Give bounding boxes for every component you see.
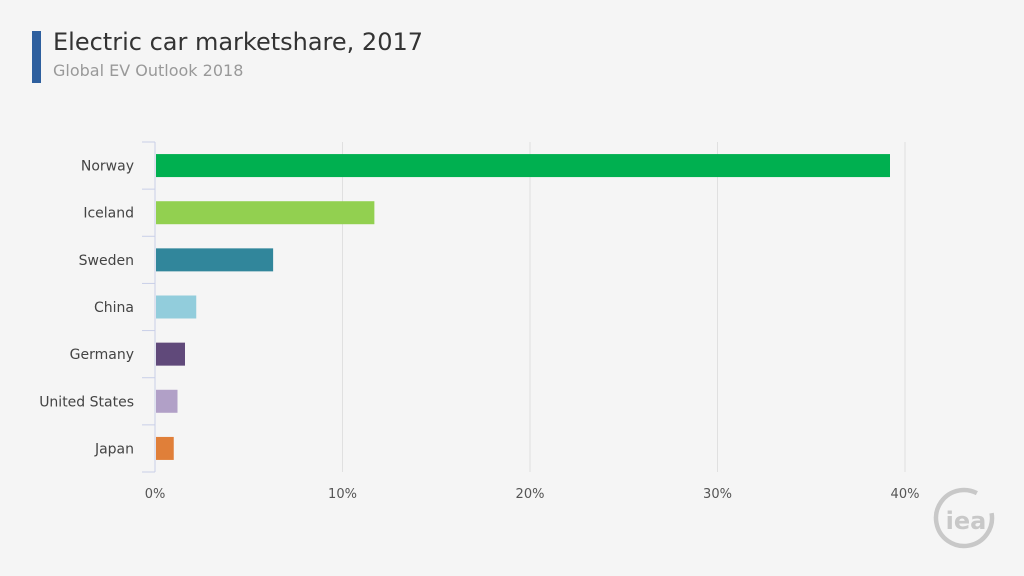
iea-logo: iea <box>933 487 995 549</box>
bar <box>156 342 185 366</box>
x-tick-label: 30% <box>703 487 732 502</box>
chart-subtitle: Global EV Outlook 2018 <box>53 61 244 80</box>
bar <box>156 154 890 178</box>
category-labels: Norway Iceland Sweden China Germany United St… <box>39 159 134 458</box>
category-label: Sweden <box>79 253 134 269</box>
x-tick-label: 0% <box>145 487 166 502</box>
bars <box>156 154 890 460</box>
x-tick-label: 10% <box>328 487 357 502</box>
bar <box>156 295 197 319</box>
bar <box>156 248 274 272</box>
category-label: Japan <box>94 441 134 457</box>
gridlines <box>342 142 906 472</box>
x-tick-label: 20% <box>516 487 545 502</box>
bar <box>156 436 174 460</box>
category-label: United States <box>39 394 134 410</box>
category-label: China <box>94 300 134 316</box>
title-accent-bar <box>32 31 41 83</box>
y-axis <box>142 141 156 473</box>
bar <box>156 389 178 413</box>
chart-title: Electric car marketshare, 2017 <box>53 28 423 56</box>
category-label: Iceland <box>83 206 134 222</box>
x-tick-labels: 0% 10% 20% 30% 40% <box>145 487 920 502</box>
category-label: Norway <box>81 159 134 175</box>
category-label: Germany <box>70 347 134 363</box>
bar <box>156 201 375 225</box>
logo-text: iea <box>946 507 987 535</box>
x-tick-label: 40% <box>891 487 920 502</box>
